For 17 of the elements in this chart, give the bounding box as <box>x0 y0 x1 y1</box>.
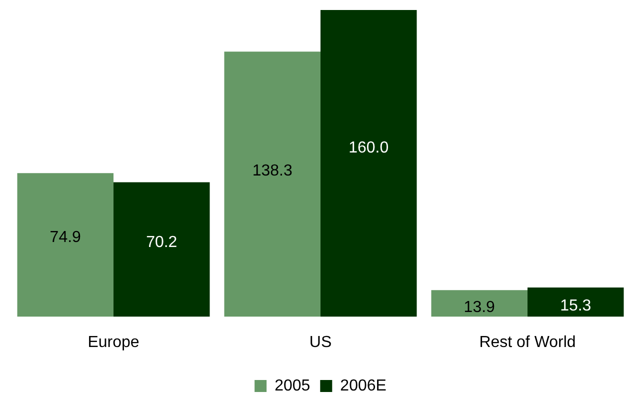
legend-label: 2006E <box>340 377 386 394</box>
x-tick-label: Europe <box>88 334 140 351</box>
x-tick-label: US <box>309 334 332 351</box>
data-label: 138.3 <box>252 162 292 180</box>
bar <box>17 173 114 317</box>
bar <box>320 10 417 317</box>
data-label: 160.0 <box>348 139 389 156</box>
data-label: 70.2 <box>146 234 178 252</box>
bar <box>114 182 210 317</box>
data-label: 74.9 <box>50 229 82 246</box>
data-label: 13.9 <box>464 298 496 316</box>
x-tick-label: Rest of World <box>479 334 576 351</box>
bar <box>431 290 528 317</box>
legend-label: 2005 <box>274 377 310 394</box>
bar <box>224 52 320 317</box>
data-label: 15.3 <box>560 298 592 315</box>
bar <box>528 287 624 317</box>
